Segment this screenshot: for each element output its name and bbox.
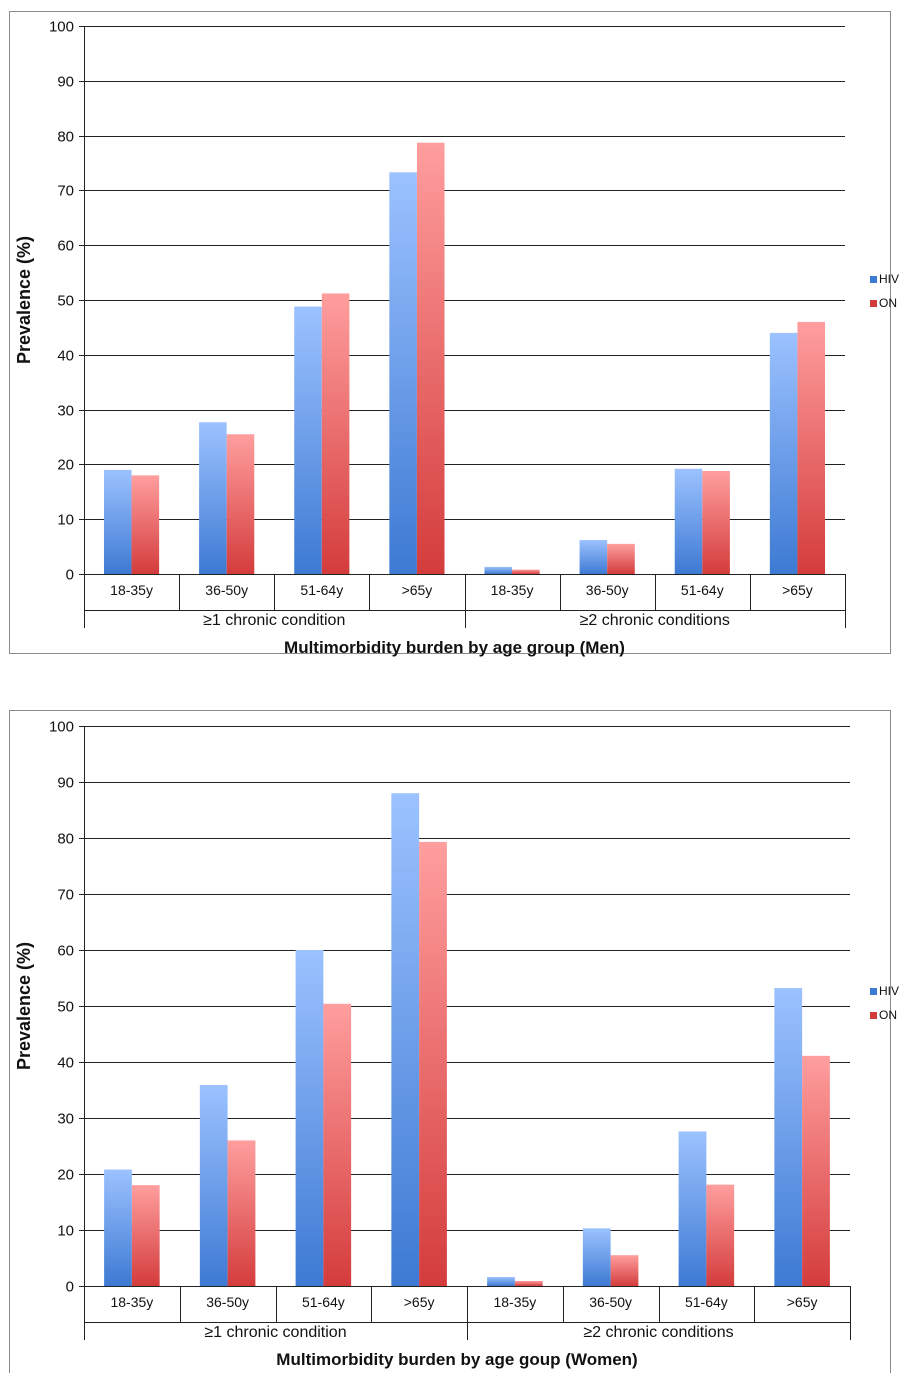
y-tick-label: 60 <box>57 943 74 960</box>
y-tick-label: 50 <box>57 999 74 1016</box>
bar-on-men <box>416 142 445 574</box>
y-tick-label: 10 <box>57 512 74 529</box>
bar-on-men <box>321 293 350 574</box>
y-tick-label: 30 <box>57 403 74 420</box>
y-tick-label: 60 <box>57 238 74 255</box>
legend-swatch-hiv <box>870 988 877 995</box>
bar-hiv-women <box>487 1277 515 1286</box>
y-tick-label: 20 <box>57 457 74 474</box>
x-axis-title: Multimorbidity burden by age goup (Women… <box>276 1350 637 1369</box>
y-tick-label: 50 <box>57 293 74 310</box>
bar-on-women <box>802 1055 830 1286</box>
y-tick-label: 0 <box>66 567 74 584</box>
bar-hiv-men <box>674 468 703 574</box>
legend-swatch-on <box>870 300 877 307</box>
bar-on-women <box>227 1140 256 1286</box>
y-tick-label: 40 <box>57 1055 74 1072</box>
legend-swatch-on <box>870 1012 877 1019</box>
x-category-label: 18-35y <box>491 582 534 598</box>
y-tick-label: 80 <box>57 831 74 848</box>
y-tick-label: 0 <box>66 1279 74 1296</box>
x-category-label: 36-50y <box>205 582 248 598</box>
y-tick-label: 80 <box>57 129 74 146</box>
bar-hiv-men <box>199 422 227 574</box>
bar-hiv-women <box>582 1228 611 1286</box>
bar-on-women <box>419 841 447 1286</box>
bar-hiv-men <box>484 566 513 574</box>
x-axis-title: Multimorbidity burden by age group (Men) <box>284 638 625 657</box>
bar-on-men <box>607 543 635 574</box>
y-tick-label: 90 <box>57 775 74 792</box>
y-axis-title: Prevalence (%) <box>14 236 34 364</box>
legend-label-hiv: HIV <box>879 984 899 998</box>
x-category-label: >65y <box>782 582 813 598</box>
x-group-label: ≥1 chronic condition <box>204 1324 346 1341</box>
x-category-label: 51-64y <box>300 582 343 598</box>
chart-women: 0 10 20 30 40 50 60 70 80 90 100 18-35y 36-50y 51-64y… <box>9 710 899 1373</box>
legend-label-hiv: HIV <box>879 272 899 286</box>
y-tick-label: 70 <box>57 183 74 200</box>
bar-on-men <box>226 434 255 574</box>
chart-frame <box>9 11 891 654</box>
x-category-label: >65y <box>404 1294 435 1310</box>
bar-hiv-men <box>769 332 798 574</box>
x-group-label: ≥2 chronic conditions <box>580 612 730 629</box>
bar-hiv-women <box>774 988 803 1286</box>
bar-hiv-women <box>295 950 324 1286</box>
y-tick-label: 20 <box>57 1167 74 1184</box>
bar-on-women <box>514 1280 543 1286</box>
bar-on-women <box>131 1185 160 1286</box>
chart-frame <box>9 710 891 1373</box>
y-tick-label: 70 <box>57 887 74 904</box>
bar-on-women <box>610 1255 639 1286</box>
bar-on-men <box>797 321 826 574</box>
legend-swatch-hiv <box>870 276 877 283</box>
x-category-label: >65y <box>787 1294 818 1310</box>
bar-hiv-women <box>199 1084 228 1286</box>
bar-on-women <box>706 1184 735 1286</box>
x-category-label: 18-35y <box>110 582 153 598</box>
bar-hiv-women <box>104 1169 132 1286</box>
x-group-label: ≥2 chronic conditions <box>583 1324 733 1341</box>
legend-label-on: ON <box>879 296 897 310</box>
y-tick-label: 30 <box>57 1111 74 1128</box>
x-category-label: >65y <box>402 582 433 598</box>
x-category-label: 51-64y <box>681 582 724 598</box>
x-category-label: 36-50y <box>206 1294 249 1310</box>
bar-hiv-men <box>389 172 417 575</box>
chart-panel-women: 0 10 20 30 40 50 60 70 80 90 100 18-35y 36-50y 51-64y… <box>0 700 899 1373</box>
chart-men: 0 10 20 30 40 50 60 70 80 90 100 18-35y 36-50y 51-64y… <box>9 11 899 657</box>
y-axis-title: Prevalence (%) <box>14 942 34 1070</box>
legend-label-on: ON <box>879 1008 897 1022</box>
y-tick-label: 10 <box>57 1223 74 1240</box>
x-category-label: 51-64y <box>685 1294 728 1310</box>
x-category-label: 36-50y <box>589 1294 632 1310</box>
bar-hiv-women <box>391 793 420 1286</box>
y-tick-label: 100 <box>49 719 74 736</box>
bar-on-men <box>512 569 540 574</box>
bar-on-men <box>702 470 730 574</box>
bar-on-women <box>323 1003 352 1286</box>
bar-hiv-men <box>579 540 608 574</box>
y-tick-label: 90 <box>57 74 74 91</box>
x-group-label: ≥1 chronic condition <box>203 612 345 629</box>
x-category-label: 51-64y <box>302 1294 345 1310</box>
bar-hiv-men <box>294 306 322 574</box>
x-category-label: 18-35y <box>493 1294 536 1310</box>
x-category-label: 36-50y <box>586 582 629 598</box>
x-category-label: 18-35y <box>110 1294 153 1310</box>
bar-hiv-men <box>103 469 132 574</box>
y-tick-label: 40 <box>57 348 74 365</box>
chart-panel-men: 0 10 20 30 40 50 60 70 80 90 100 18-35y 36-50y 51-64y… <box>0 0 899 660</box>
bar-on-men <box>131 475 160 574</box>
y-tick-label: 100 <box>49 19 74 36</box>
bar-hiv-women <box>678 1131 707 1286</box>
